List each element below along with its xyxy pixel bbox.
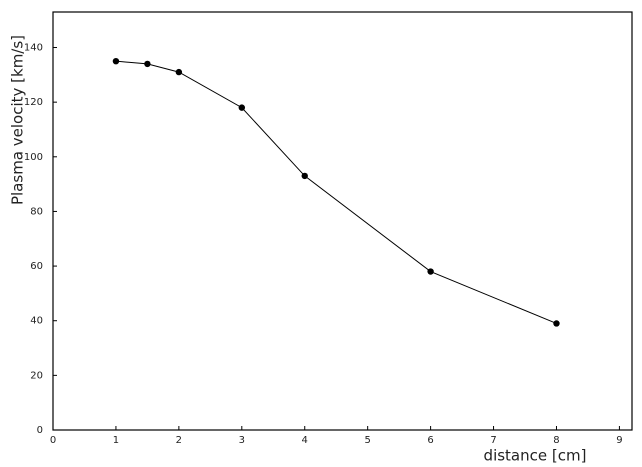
x-tick-label: 0	[50, 435, 56, 446]
data-point	[553, 320, 560, 327]
data-point	[301, 172, 308, 180]
data-point	[427, 268, 434, 275]
y-axis-label: Plasma velocity [km/s]	[9, 35, 27, 205]
y-tick-label: 80	[30, 206, 43, 217]
data-point	[112, 57, 120, 65]
y-tick-label: 140	[24, 43, 43, 54]
x-tick-label: 3	[239, 435, 245, 446]
y-tick-label: 0	[37, 425, 43, 436]
x-tick-label: 5	[364, 435, 370, 446]
x-tick-label: 1	[113, 435, 119, 446]
x-tick-label: 7	[490, 435, 496, 446]
plot-frame	[52, 11, 633, 431]
y-tick-label: 40	[30, 316, 43, 327]
y-tick-label: 100	[24, 152, 43, 163]
data-line	[115, 60, 557, 324]
x-tick-label: 6	[427, 435, 433, 446]
data-point	[144, 60, 151, 68]
x-tick-label: 4	[302, 435, 308, 446]
x-axis-label: distance [cm]	[484, 447, 587, 465]
y-tick-label: 20	[30, 370, 43, 381]
data-point	[175, 68, 183, 76]
x-tick-label: 9	[616, 435, 622, 446]
data-point	[238, 104, 246, 111]
y-tick-label: 60	[30, 261, 43, 272]
x-tick-label: 2	[176, 435, 182, 446]
x-tick-label: 8	[553, 435, 559, 446]
y-tick-label: 120	[24, 97, 43, 108]
